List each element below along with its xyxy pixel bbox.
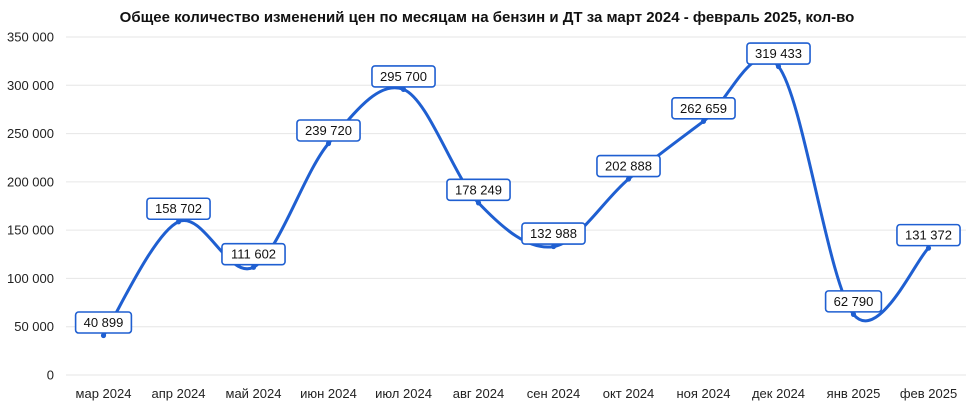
- data-label-text: 40 899: [84, 315, 124, 330]
- data-label: 131 372: [896, 223, 961, 247]
- data-point: [400, 86, 407, 93]
- data-label-box: [824, 290, 883, 313]
- x-tick-label: авг 2024: [453, 386, 504, 401]
- data-label-text: 158 702: [155, 201, 202, 216]
- data-label-box: [596, 154, 661, 178]
- data-label-box: [296, 119, 361, 142]
- y-tick-label: 250 000: [7, 126, 54, 141]
- y-tick-label: 50 000: [14, 319, 54, 334]
- data-label-box: [521, 222, 586, 245]
- y-tick-label: 100 000: [7, 271, 54, 286]
- data-point: [325, 140, 332, 147]
- x-tick-label: мар 2024: [76, 386, 132, 401]
- data-point: [250, 264, 257, 270]
- data-point: [700, 118, 707, 124]
- data-label: 178 249: [446, 178, 511, 202]
- data-point: [475, 200, 482, 206]
- y-axis-ticks: 0 50 000 100 000 150 000 200 000 250 000 300 0…: [7, 30, 54, 383]
- data-labels: 40 899 158 702 111 602 239 720 295 700 178 24…: [74, 42, 961, 334]
- x-tick-label: июн 2024: [300, 386, 357, 401]
- data-label-text: 295 700: [380, 69, 427, 84]
- x-tick-label: ноя 2024: [677, 386, 731, 401]
- x-tick-label: май 2024: [226, 386, 282, 401]
- chart-title: Общее количество изменений цен по месяца…: [120, 9, 855, 26]
- y-tick-label: 200 000: [7, 174, 54, 189]
- data-point: [550, 243, 557, 250]
- data-label-text: 111 602: [231, 247, 276, 262]
- data-label: 111 602: [221, 242, 286, 266]
- data-label-box: [146, 197, 211, 221]
- data-label-text: 178 249: [455, 182, 502, 197]
- data-label: 40 899: [74, 311, 133, 334]
- x-tick-label: сен 2024: [527, 386, 580, 401]
- y-tick-label: 150 000: [7, 223, 54, 238]
- data-point: [175, 219, 182, 225]
- data-label: 62 790: [824, 290, 883, 313]
- data-label: 262 659: [671, 97, 736, 120]
- data-label-box: [371, 65, 436, 88]
- data-point: [625, 176, 632, 182]
- x-tick-label: июл 2024: [375, 386, 432, 401]
- data-label: 295 700: [371, 65, 436, 88]
- data-label-text: 62 790: [834, 294, 874, 309]
- grid-lines: [66, 36, 966, 376]
- data-point: [775, 63, 782, 70]
- data-label-text: 239 720: [305, 123, 352, 138]
- data-label: 319 433: [746, 42, 811, 65]
- data-label: 239 720: [296, 119, 361, 142]
- x-tick-label: апр 2024: [151, 386, 205, 401]
- x-tick-label: фев 2025: [900, 386, 957, 401]
- y-tick-label: 300 000: [7, 78, 54, 93]
- data-label-text: 202 888: [605, 159, 652, 174]
- y-tick-label: 350 000: [7, 30, 54, 45]
- data-label: 158 702: [146, 197, 211, 221]
- data-label-box: [746, 42, 811, 65]
- data-label: 132 988: [521, 222, 586, 245]
- data-point: [100, 332, 107, 339]
- x-tick-label: окт 2024: [603, 386, 655, 401]
- data-label-box: [896, 223, 961, 247]
- x-tick-label: янв 2025: [827, 386, 881, 401]
- data-point: [925, 245, 932, 251]
- data-label-text: 131 372: [905, 228, 952, 243]
- data-point: [850, 311, 857, 317]
- data-points: [100, 63, 932, 339]
- data-label-box: [671, 97, 736, 120]
- x-axis-ticks: мар 2024 апр 2024 май 2024 июн 2024 июл 2024…: [76, 386, 958, 401]
- data-label-box: [221, 242, 286, 266]
- data-label: 202 888: [596, 154, 661, 178]
- data-label-text: 132 988: [530, 226, 577, 241]
- data-label-box: [446, 178, 511, 202]
- data-label-box: [74, 311, 133, 334]
- data-label-text: 319 433: [755, 46, 802, 61]
- y-tick-label: 0: [47, 368, 54, 383]
- x-tick-label: дек 2024: [752, 386, 805, 401]
- series-line: [102, 56, 930, 337]
- data-label-text: 262 659: [680, 101, 727, 116]
